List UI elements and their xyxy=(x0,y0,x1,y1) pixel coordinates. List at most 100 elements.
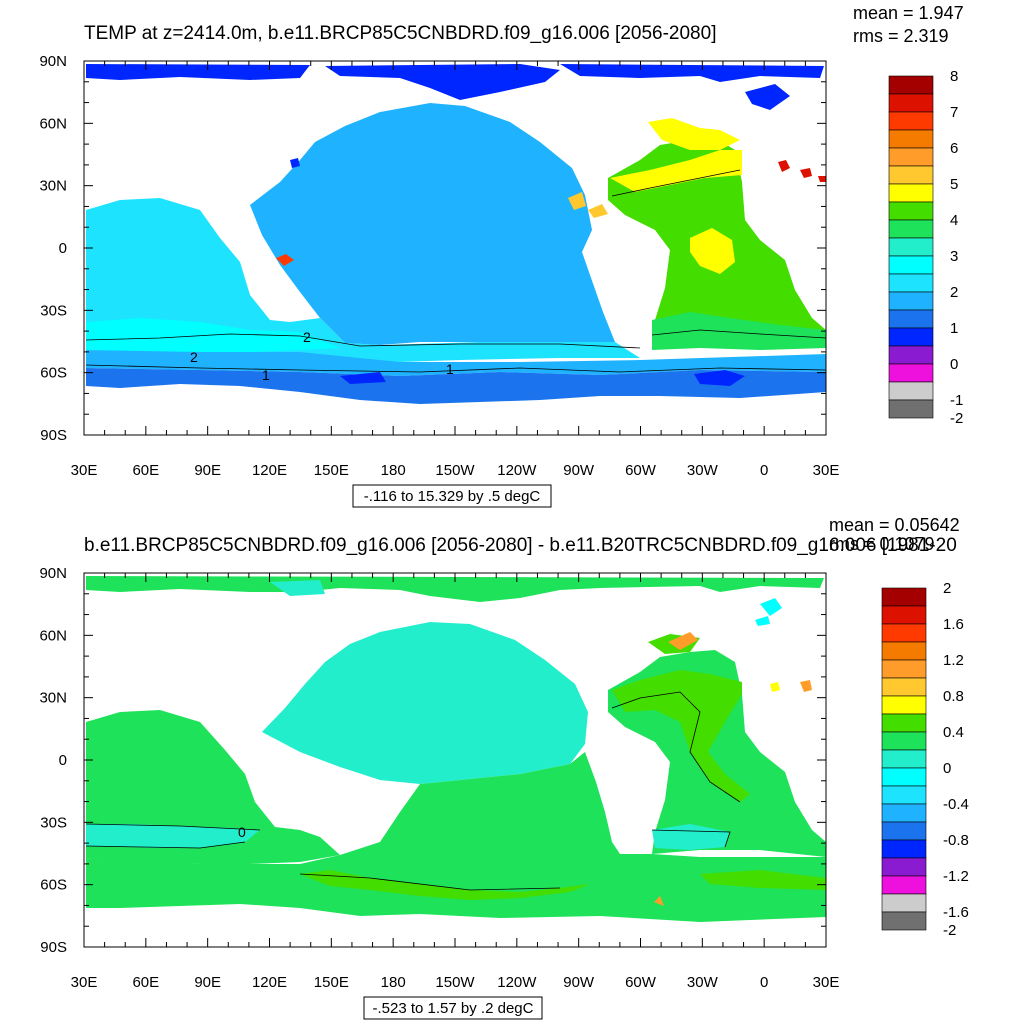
colorbar-label: 8 xyxy=(950,68,958,85)
panel-2-map-area: 0 xyxy=(83,572,827,948)
colorbar-label: 2 xyxy=(943,580,951,597)
colorbar-label: 1.2 xyxy=(943,652,964,669)
x-tick-label: 150E xyxy=(314,462,349,479)
diff-indian-cyan xyxy=(86,824,260,848)
colorbar-box xyxy=(881,713,927,733)
colorbar-box xyxy=(881,803,927,823)
colorbar-label: 1.6 xyxy=(943,616,964,633)
diff-atlantic-yellowgreen xyxy=(612,634,750,802)
colorbar-label: -0.4 xyxy=(943,796,969,813)
x-tick-label: 0 xyxy=(760,462,768,479)
colorbar-label: -1 xyxy=(950,392,963,409)
x-tick-label: 150W xyxy=(435,462,475,479)
x-tick-label: 120W xyxy=(497,462,537,479)
colorbar-box xyxy=(888,111,934,131)
colorbar-box xyxy=(888,345,934,365)
panel-1-range-note: -.116 to 15.329 by .5 degC xyxy=(352,484,552,508)
contour-lines xyxy=(85,169,826,373)
labrador-yellow xyxy=(648,118,740,150)
colorbar-box xyxy=(888,237,934,257)
colorbar-box xyxy=(881,893,927,913)
colorbar-box xyxy=(881,839,927,859)
colorbar-box xyxy=(881,857,927,877)
panel-1-range-text: -.116 to 15.329 by .5 degC xyxy=(364,488,541,505)
x-tick-label: 30E xyxy=(813,462,840,479)
diff-contour-label-0: 0 xyxy=(238,824,246,840)
colorbar-box xyxy=(888,93,934,113)
colorbar-label: -0.8 xyxy=(943,832,969,849)
colorbar-box xyxy=(881,695,927,715)
colorbar-box xyxy=(888,381,934,401)
contour-label-2a: 2 xyxy=(303,329,311,345)
x-tick-label: 30E xyxy=(813,974,840,991)
x-tick-label: 0 xyxy=(760,974,768,991)
colorbar-label: -1.2 xyxy=(943,868,969,885)
colorbar-label: -2 xyxy=(943,922,956,939)
x-tick-label: 150E xyxy=(314,974,349,991)
y-tick-label: 60N xyxy=(39,115,67,132)
southern-darkblue-band xyxy=(86,368,826,404)
colorbar-box xyxy=(881,641,927,661)
colorbar-box xyxy=(888,165,934,185)
colorbar-label: 6 xyxy=(950,140,958,157)
diff-contour-lines xyxy=(85,691,741,891)
x-tick-label: 60W xyxy=(625,974,657,991)
colorbar-box xyxy=(888,255,934,275)
contour-label-1a: 1 xyxy=(262,367,270,383)
x-tick-label: 60E xyxy=(132,462,159,479)
colorbar-box xyxy=(888,147,934,167)
indian-ocean-field xyxy=(86,198,640,362)
colorbar-box xyxy=(881,785,927,805)
y-tick-label: 0 xyxy=(59,240,67,257)
x-tick-label: 120E xyxy=(252,462,287,479)
contour-label-1b: 1 xyxy=(446,361,454,377)
panel-2-range-text: -.523 to 1.57 by .2 degC xyxy=(373,1000,534,1017)
x-tick-label: 60E xyxy=(132,974,159,991)
panel-1-y-ticks: 90N 60N 30N 0 30S 60S 90S xyxy=(39,53,826,444)
colorbar-box xyxy=(881,767,927,787)
y-tick-label: 90S xyxy=(40,939,67,956)
diff-pacific-north xyxy=(262,622,588,784)
x-tick-label: 180 xyxy=(381,462,406,479)
panel-1-map-area: 2 2 1 1 xyxy=(83,60,827,436)
diff-southern-field xyxy=(86,752,826,922)
y-tick-label: 30S xyxy=(40,302,67,319)
panel-2-title: b.e11.BRCP85C5CNBDRD.f09_g16.006 [2056-2… xyxy=(84,535,957,556)
x-tick-label: 120E xyxy=(252,974,287,991)
colorbar-box xyxy=(881,749,927,769)
colorbar-box xyxy=(888,129,934,149)
colorbar-box xyxy=(888,327,934,347)
y-tick-label: 60S xyxy=(40,877,67,894)
colorbar-box xyxy=(881,605,927,625)
y-tick-label: 30S xyxy=(40,814,67,831)
panel-1-rms: rms = 2.319 xyxy=(853,26,949,46)
x-tick-label: 90E xyxy=(194,462,221,479)
y-tick-label: 90S xyxy=(40,427,67,444)
contour-label-2b: 2 xyxy=(190,349,198,365)
colorbar-label: 0 xyxy=(950,356,958,373)
colorbar-box xyxy=(888,399,934,419)
colorbar-label: 3 xyxy=(950,248,958,265)
colorbar-label: 0.4 xyxy=(943,724,964,741)
panel-2-colorbar: 2 1.6 1.2 0.8 0.4 0 -0.4 -0.8 -1.2 -1.6-2 xyxy=(881,580,969,939)
colorbar-label: -1.6 xyxy=(943,904,969,921)
colorbar-label: 0.8 xyxy=(943,688,964,705)
colorbar-box xyxy=(888,309,934,329)
y-tick-label: 60N xyxy=(39,627,67,644)
y-tick-label: 0 xyxy=(59,752,67,769)
x-tick-label: 30E xyxy=(71,462,98,479)
y-tick-label: 90N xyxy=(39,53,67,70)
x-tick-label: 90W xyxy=(563,974,595,991)
atlantic-south-lightgreen xyxy=(652,312,826,350)
y-tick-label: 90N xyxy=(39,565,67,582)
colorbar-box xyxy=(881,623,927,643)
tropical-yellow-blob xyxy=(690,228,735,274)
y-tick-label: 30N xyxy=(39,690,67,707)
panel-2-y-ticks: 90N 60N 30N 0 30S 60S 90S xyxy=(39,565,826,956)
colorbar-box xyxy=(888,291,934,311)
arctic-ocean-field xyxy=(86,64,824,100)
red-spot-med xyxy=(778,160,826,182)
north-atlantic-yellow xyxy=(610,150,742,192)
colorbar-box xyxy=(881,677,927,697)
colorbar-label: -2 xyxy=(950,410,963,427)
